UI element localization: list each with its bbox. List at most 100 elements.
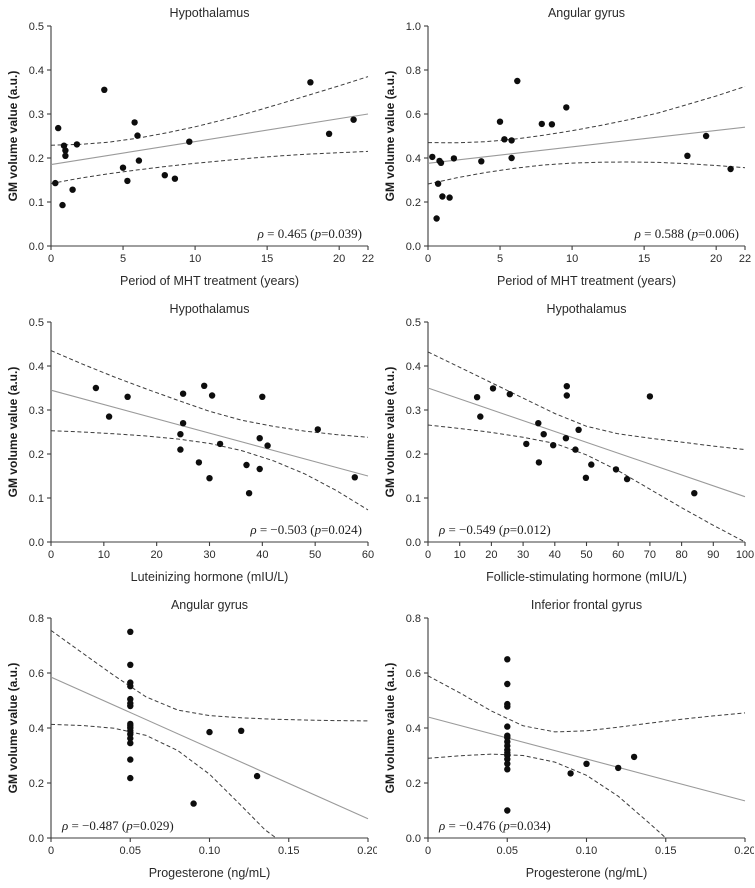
svg-text:0.2: 0.2 <box>406 449 421 461</box>
svg-text:10: 10 <box>566 253 578 265</box>
p-value: =0.006) <box>698 226 739 241</box>
p-symbol: p <box>503 818 510 833</box>
svg-text:10: 10 <box>454 549 466 561</box>
svg-text:0.15: 0.15 <box>655 845 676 857</box>
panel-angular-gyrus-mht: 0 5 10 15 20 22 0.0 0.2 0.4 0.6 0.8 1.0 Angular gyr… <box>377 0 754 296</box>
svg-text:10: 10 <box>98 549 110 561</box>
svg-text:0.2: 0.2 <box>29 153 44 165</box>
y-axis-label: GM volume value (a.u.) <box>6 366 20 498</box>
p-symbol: p <box>126 818 133 833</box>
svg-text:0.2: 0.2 <box>406 778 421 790</box>
svg-text:20: 20 <box>485 549 497 561</box>
scatter-plot-canvas: 0 10 20 30 40 50 60 70 80 90 100 0.0 0.1 0.2 0.3 0.4 0.5 <box>406 317 754 561</box>
svg-text:0.4: 0.4 <box>406 723 421 735</box>
svg-text:20: 20 <box>333 253 345 265</box>
svg-text:0.6: 0.6 <box>406 668 421 680</box>
svg-text:60: 60 <box>362 549 374 561</box>
svg-text:0.1: 0.1 <box>29 197 44 209</box>
panel-title: Inferior frontal gyrus <box>530 598 643 612</box>
svg-text:0.15: 0.15 <box>278 845 299 857</box>
panel-hypothalamus-lh: 0 10 20 30 40 50 60 0.0 0.1 0.2 0.3 0.4 0.5 Hypothal… <box>0 296 377 592</box>
p-symbol: p <box>691 226 699 241</box>
correlation-annotation: ρ = 0.465 (p=0.039) <box>258 226 362 242</box>
svg-text:0.5: 0.5 <box>29 21 44 33</box>
svg-text:0.1: 0.1 <box>29 493 44 505</box>
svg-text:40: 40 <box>256 549 268 561</box>
svg-text:0: 0 <box>48 845 54 857</box>
svg-text:90: 90 <box>707 549 719 561</box>
panel-hypothalamus-mht: 0 5 10 15 20 22 0.0 0.1 0.2 0.3 0.4 0.5 Hypothalamu… <box>0 0 377 296</box>
rho-value: = 0.465 ( <box>263 226 315 241</box>
svg-text:22: 22 <box>362 253 374 265</box>
svg-text:0.3: 0.3 <box>29 405 44 417</box>
p-value: =0.039) <box>321 226 362 241</box>
scatter-plot-canvas: 0 10 20 30 40 50 60 0.0 0.1 0.2 0.3 0.4 0.5 <box>29 317 374 561</box>
svg-text:0: 0 <box>425 253 431 265</box>
x-axis-label: Progesterone (ng/mL) <box>148 866 271 880</box>
svg-text:15: 15 <box>638 253 650 265</box>
correlation-annotation: ρ = −0.476 (p=0.034) <box>439 818 551 834</box>
p-value: =0.024) <box>321 522 362 537</box>
p-value: =0.029) <box>132 818 174 833</box>
svg-text:80: 80 <box>675 549 687 561</box>
svg-text:5: 5 <box>497 253 503 265</box>
svg-text:0.0: 0.0 <box>29 241 44 253</box>
panel-inferior-frontal-gyrus-progesterone: 0 0.05 0.10 0.15 0.20 0.0 0.2 0.4 0.6 0.8 Inferio… <box>377 592 754 888</box>
svg-text:0.5: 0.5 <box>29 317 44 329</box>
x-axis-label: Luteinizing hormone (mIU/L) <box>130 570 289 584</box>
panel-title: Hypothalamus <box>169 6 250 20</box>
correlation-annotation: ρ = −0.549 (p=0.012) <box>439 522 551 538</box>
p-symbol: p <box>503 522 510 537</box>
svg-text:0.2: 0.2 <box>29 449 44 461</box>
svg-text:15: 15 <box>261 253 273 265</box>
y-axis-label: GM volume value (a.u.) <box>383 366 397 498</box>
rho-symbol: ρ <box>439 818 446 833</box>
svg-text:0: 0 <box>48 549 54 561</box>
p-value: =0.034) <box>509 818 551 833</box>
svg-text:0.0: 0.0 <box>406 241 421 253</box>
svg-text:0.4: 0.4 <box>406 153 421 165</box>
svg-text:0.2: 0.2 <box>29 778 44 790</box>
p-symbol: p <box>314 522 322 537</box>
rho-symbol: ρ <box>439 522 446 537</box>
rho-symbol: ρ <box>250 522 257 537</box>
x-axis-label: Period of MHT treatment (years) <box>120 274 299 288</box>
rho-value: = −0.503 ( <box>256 522 315 537</box>
svg-text:40: 40 <box>549 549 561 561</box>
x-axis-label: Follicle-stimulating hormone (mIU/L) <box>486 570 687 584</box>
y-axis-label: GM volume value (a.u.) <box>6 662 20 794</box>
correlation-annotation: ρ = 0.588 (p=0.006) <box>635 226 739 242</box>
svg-text:22: 22 <box>739 253 751 265</box>
svg-text:0.6: 0.6 <box>29 668 44 680</box>
y-axis-label: GM volume value (a.u.) <box>383 70 397 202</box>
svg-text:70: 70 <box>644 549 656 561</box>
svg-text:10: 10 <box>189 253 201 265</box>
panel-title: Angular gyrus <box>170 598 249 612</box>
p-value: =0.012) <box>509 522 551 537</box>
panel-title: Hypothalamus <box>546 302 627 316</box>
x-axis-label: Progesterone (ng/mL) <box>525 866 648 880</box>
correlation-annotation: ρ = −0.487 (p=0.029) <box>62 818 174 834</box>
scatter-plot-canvas: 0 0.05 0.10 0.15 0.20 0.0 0.2 0.4 0.6 0.8 <box>29 613 377 857</box>
svg-text:60: 60 <box>612 549 624 561</box>
svg-text:50: 50 <box>580 549 592 561</box>
svg-text:0.1: 0.1 <box>406 493 421 505</box>
svg-text:30: 30 <box>517 549 529 561</box>
svg-text:20: 20 <box>151 549 163 561</box>
svg-text:30: 30 <box>203 549 215 561</box>
panel-title: Angular gyrus <box>547 6 626 20</box>
svg-text:100: 100 <box>736 549 754 561</box>
panel-angular-gyrus-progesterone: 0 0.05 0.10 0.15 0.20 0.0 0.2 0.4 0.6 0.8 Angular… <box>0 592 377 888</box>
rho-value: = −0.549 ( <box>445 522 504 537</box>
svg-text:0.6: 0.6 <box>406 109 421 121</box>
svg-text:0.5: 0.5 <box>406 317 421 329</box>
svg-text:0.8: 0.8 <box>406 613 421 625</box>
svg-text:50: 50 <box>309 549 321 561</box>
x-axis-label: Period of MHT treatment (years) <box>497 274 676 288</box>
panel-hypothalamus-fsh: 0 10 20 30 40 50 60 70 80 90 100 0.0 0.1 0.2 0.3 0.4 0.5… <box>377 296 754 592</box>
svg-text:0.4: 0.4 <box>29 723 44 735</box>
svg-text:0.05: 0.05 <box>120 845 141 857</box>
svg-text:0: 0 <box>48 253 54 265</box>
svg-text:0.20: 0.20 <box>734 845 754 857</box>
